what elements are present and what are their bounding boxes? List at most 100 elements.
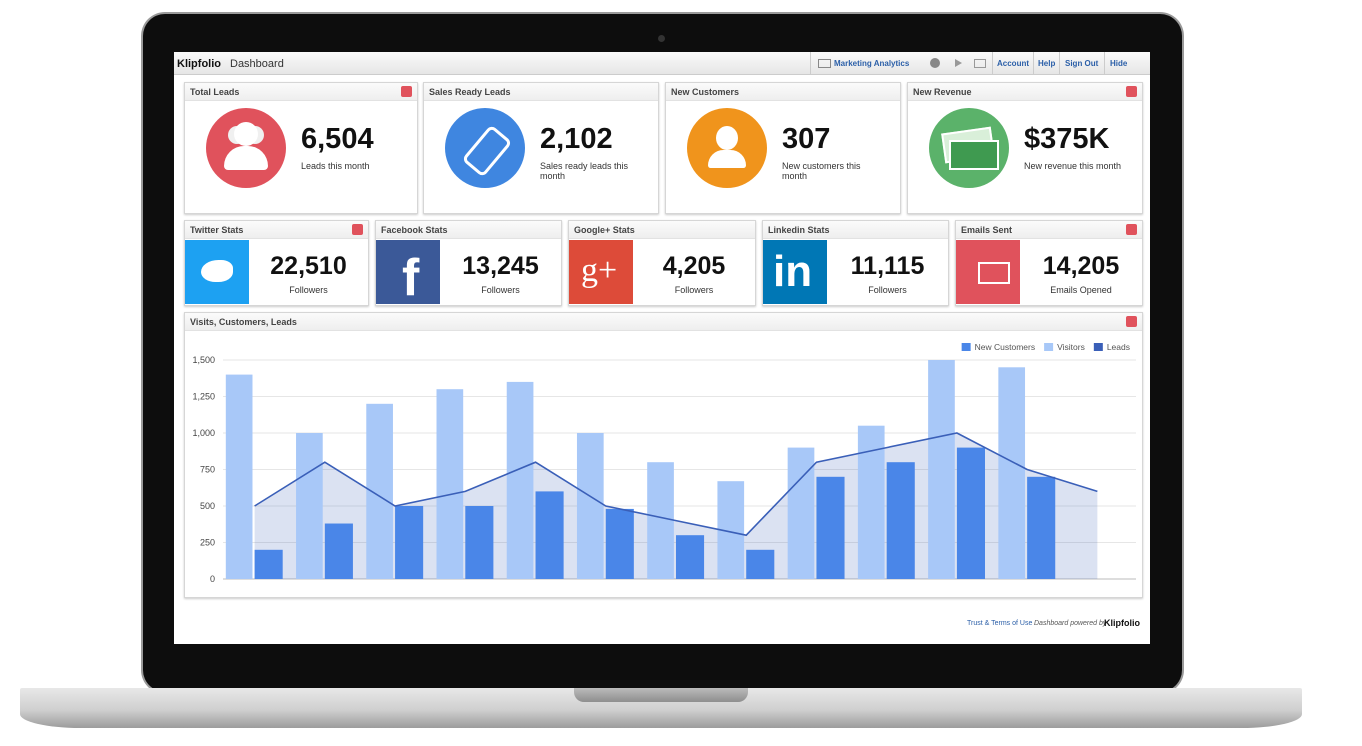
tile-title: Sales Ready Leads (424, 83, 658, 101)
bar (928, 360, 955, 579)
kpi-tile: Sales Ready Leads 2,102 Sales ready lead… (423, 82, 659, 214)
bar (576, 433, 604, 579)
play-button[interactable] (955, 59, 962, 67)
bar (254, 549, 283, 579)
separator (1033, 52, 1034, 74)
kpi-caption: Leads this month (301, 161, 370, 171)
tile-title: Facebook Stats (376, 221, 561, 239)
tile-title: New Customers (666, 83, 900, 101)
bar (395, 506, 424, 579)
bar (956, 447, 986, 579)
leads-line (254, 432, 1098, 537)
tag-icon (445, 108, 525, 188)
legend-label: Visitors (1057, 342, 1085, 352)
kpi-value: 6,504 (301, 123, 374, 155)
social-value: 14,205 (1042, 252, 1120, 280)
bar (787, 447, 815, 579)
alert-indicator (401, 86, 412, 97)
social-value: 22,510 (270, 252, 347, 280)
chart-panel: Visits, Customers, Leads 0 250 500 750 1,000… (184, 312, 1143, 598)
bar (465, 506, 494, 579)
legend-swatch (1044, 343, 1054, 351)
bar (647, 462, 674, 579)
separator (992, 52, 993, 74)
product: Dashboard (230, 58, 284, 70)
tile-title: Emails Sent (956, 221, 1142, 239)
kpi-caption: New customers this month (782, 161, 861, 181)
dashboard-tab[interactable]: Marketing Analytics (834, 59, 910, 68)
tile-title: Twitter Stats (185, 221, 368, 239)
kpi-tile: New Revenue $375K New revenue this month (907, 82, 1143, 214)
powered-by: Dashboard powered by (1034, 620, 1107, 627)
social-caption: Emails Opened (1050, 285, 1112, 295)
bar (324, 523, 353, 579)
chart-title: Visits, Customers, Leads (185, 313, 1142, 331)
tile-title: Linkedin Stats (763, 221, 948, 239)
camera (658, 35, 665, 42)
social-tile: Emails Sent 14,205 Emails Opened (955, 220, 1143, 306)
screen: Klipfolio Dashboard Marketing Analytics … (174, 52, 1150, 644)
y-tick-label: 1,250 (192, 392, 215, 402)
footer-brand: Klipfolio (1104, 618, 1140, 628)
separator (1104, 52, 1105, 74)
customer-icon (687, 108, 767, 188)
twitter-icon (185, 240, 249, 304)
tab-icon (818, 59, 831, 68)
social-value: 13,245 (462, 252, 539, 280)
alert-indicator (1126, 86, 1137, 97)
kpi-value: 307 (782, 123, 831, 155)
email-icon (956, 240, 1020, 304)
y-tick-label: 250 (200, 538, 215, 548)
social-value: 11,115 (850, 252, 925, 280)
prev-button[interactable] (930, 58, 940, 68)
social-value: 4,205 (662, 252, 726, 280)
terms-link[interactable]: Trust & Terms of Use (967, 620, 1033, 627)
fullscreen-button[interactable] (974, 59, 986, 68)
bar (746, 549, 775, 579)
separator (810, 52, 811, 74)
bar (535, 491, 564, 579)
kpi-caption: Sales ready leads this month (540, 161, 629, 181)
kpi-tile: Total Leads 6,504 Leads this month (184, 82, 418, 214)
signout-link[interactable]: Sign Out (1065, 59, 1099, 68)
hide-link[interactable]: Hide (1110, 59, 1128, 68)
bar (506, 381, 534, 579)
bar (436, 389, 464, 579)
y-tick-label: 500 (200, 501, 215, 511)
separator (1059, 52, 1060, 74)
account-link[interactable]: Account (997, 59, 1029, 68)
y-tick-label: 1,500 (192, 355, 215, 365)
legend-swatch (1093, 343, 1103, 351)
social-caption: Followers (674, 285, 714, 295)
tile-title: Google+ Stats (569, 221, 755, 239)
tile-title: Total Leads (185, 83, 417, 101)
leads-icon (206, 108, 286, 188)
bar (998, 367, 1026, 579)
y-tick-label: 1,000 (192, 428, 215, 438)
chart: 0 250 500 750 1,000 1,250 1,500 Leads Visitors Ne… (192, 342, 1136, 584)
bar (1027, 476, 1056, 579)
laptop-notch (574, 688, 748, 702)
social-caption: Followers (481, 285, 520, 295)
top-bar: Klipfolio Dashboard Marketing Analytics … (174, 52, 1150, 75)
help-link[interactable]: Help (1038, 59, 1056, 68)
linkedin-icon: in (763, 240, 827, 304)
bar (296, 433, 323, 579)
bar (225, 374, 253, 579)
kpi-tile: New Customers 307 New customers this mon… (665, 82, 901, 214)
legend-label: Leads (1107, 342, 1130, 352)
kpi-caption: New revenue this month (1024, 161, 1122, 171)
bar (816, 476, 845, 579)
bar (675, 535, 705, 579)
legend-swatch (961, 343, 971, 351)
y-tick-label: 750 (200, 465, 215, 475)
social-tile: Facebook Stats f 13,245 Followers (375, 220, 562, 306)
alert-indicator (1126, 316, 1137, 327)
bar (605, 508, 634, 579)
tile-title: New Revenue (908, 83, 1142, 101)
kpi-value: $375K (1024, 123, 1110, 155)
money-icon (929, 108, 1009, 188)
y-tick-label: 0 (210, 574, 215, 584)
